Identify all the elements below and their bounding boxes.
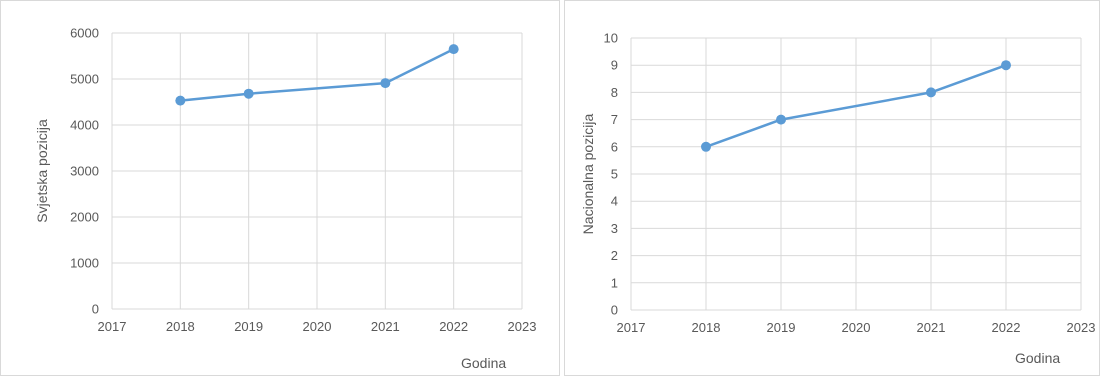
y-tick-label: 8 [611,85,618,100]
y-tick-label: 4000 [70,118,99,133]
y-tick-label: 5000 [70,72,99,87]
y-tick-label: 6 [611,139,618,154]
data-point [175,95,186,106]
x-tick-label: 2018 [166,319,195,334]
y-tick-label: 0 [611,303,618,318]
x-tick-label: 2021 [371,319,400,334]
y-axis-title: Svjetska pozicija [34,119,50,223]
x-tick-label: 2022 [992,320,1021,335]
y-tick-label: 0 [92,302,99,317]
y-tick-label: 1 [611,275,618,290]
x-tick-label: 2017 [617,320,646,335]
x-tick-label: 2021 [917,320,946,335]
y-tick-label: 5 [611,167,618,182]
y-tick-label: 9 [611,58,618,73]
x-tick-label: 2017 [98,319,127,334]
y-tick-label: 2000 [70,210,99,225]
chart-world-position-svg: 2017 2018 2019 2020 2021 2022 2023 0 1000 2000 300… [34,26,537,372]
data-point [243,88,254,99]
y-tick-label: 7 [611,112,618,127]
y-tick-label: 2 [611,248,618,263]
x-tick-label: 2019 [767,320,796,335]
chart-world-position: 2017 2018 2019 2020 2021 2022 2023 0 1000 2000 300… [0,0,560,376]
x-tick-label: 2023 [508,319,537,334]
data-point [701,141,711,152]
x-tick-label: 2023 [1067,320,1096,335]
x-tick-label: 2022 [439,319,468,334]
data-point [926,87,936,98]
x-tick-label: 2020 [303,319,332,334]
y-axis-title: Nacionalna pozicija [580,113,596,234]
x-tick-label: 2019 [234,319,263,334]
y-tick-label: 4 [611,194,618,209]
y-tick-label: 10 [604,31,618,46]
data-point [1001,60,1011,71]
data-point [380,78,391,89]
y-tick-label: 3 [611,221,618,236]
data-point [448,44,459,55]
x-axis-title: Godina [461,355,506,371]
series-line [179,47,455,102]
x-tick-label: 2020 [842,320,871,335]
data-point [776,114,786,125]
y-tick-label: 3000 [70,164,99,179]
y-tick-label: 1000 [70,256,99,271]
x-tick-label: 2018 [692,320,721,335]
chart-national-position: 2017 2018 2019 2020 2021 2022 2023 0 1 2 3 4 5 6 7 8 9 10… [564,0,1100,376]
y-tick-label: 6000 [70,26,99,41]
series-line [704,63,1008,149]
chart-national-position-svg: 2017 2018 2019 2020 2021 2022 2023 0 1 2 3 4 5 6 7 8 9 10… [580,31,1096,367]
x-axis-title: Godina [1015,350,1060,366]
